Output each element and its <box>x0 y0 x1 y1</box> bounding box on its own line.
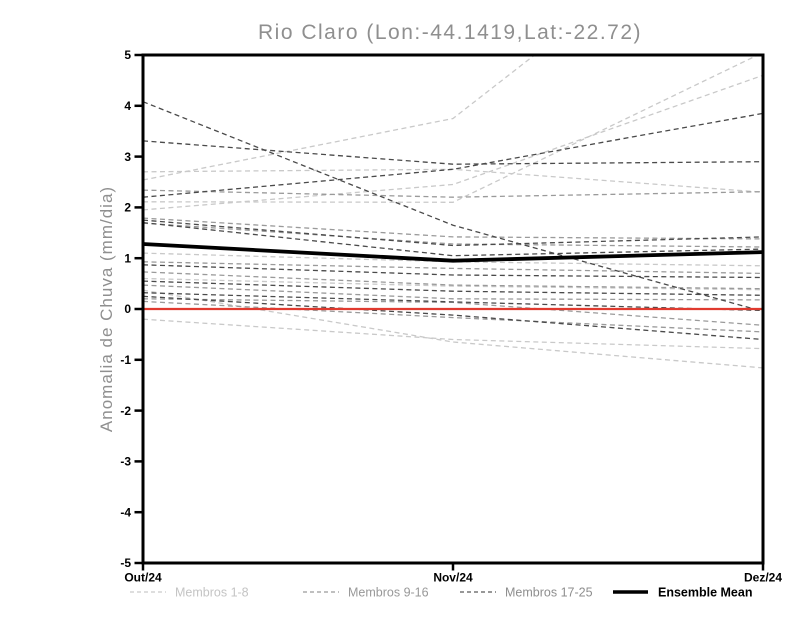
y-tick-label: 5 <box>124 48 131 62</box>
x-tick-label: Nov/24 <box>433 571 473 585</box>
x-tick-label: Out/24 <box>124 571 162 585</box>
member-line <box>142 264 764 279</box>
member-line <box>142 277 764 291</box>
legend-label: Ensemble Mean <box>658 586 752 600</box>
y-tick-label: 3 <box>124 150 131 164</box>
member-line <box>142 101 764 313</box>
member-line <box>142 217 764 240</box>
member-line <box>142 74 764 211</box>
member-line <box>142 280 764 296</box>
y-tick-label: -3 <box>120 455 131 469</box>
member-line <box>142 221 764 257</box>
member-line <box>142 289 764 369</box>
member-line <box>142 292 764 312</box>
y-tick-label: 1 <box>124 251 131 265</box>
member-line <box>142 318 764 350</box>
y-tick-label: 0 <box>124 302 131 316</box>
member-line <box>142 300 764 333</box>
member-line <box>142 189 764 198</box>
ensemble-members-layer <box>142 53 764 369</box>
member-line <box>142 261 764 275</box>
x-tick-label: Dez/24 <box>744 571 782 585</box>
member-line <box>142 271 764 290</box>
member-line <box>142 140 764 165</box>
y-tick-label: -5 <box>120 556 131 570</box>
legend-label: Membros 17-25 <box>505 586 593 600</box>
member-line <box>142 219 764 247</box>
legend-label: Membros 1-8 <box>175 586 249 600</box>
legend-label: Membros 9-16 <box>348 586 429 600</box>
member-line <box>142 112 764 198</box>
y-tick-label: -2 <box>120 404 131 418</box>
member-line <box>142 295 764 341</box>
y-axis-label: Anomalia de Chuva (mm/dia) <box>97 186 116 432</box>
legend: Membros 1-8 Membros 9-16 Membros 17-25 Ense… <box>130 586 752 600</box>
member-line <box>142 284 764 301</box>
y-tick-label: -1 <box>120 353 131 367</box>
y-tick-label: -4 <box>120 505 131 519</box>
y-tick-label: 2 <box>124 201 131 215</box>
y-tick-label: 4 <box>124 99 131 113</box>
reference-lines-layer <box>142 242 764 311</box>
member-line <box>142 298 764 326</box>
member-line <box>142 53 538 181</box>
member-line <box>142 222 764 248</box>
ensemble-mean-line <box>142 242 764 263</box>
chart-title: Rio Claro (Lon:-44.1419,Lat:-22.72) <box>258 21 642 44</box>
member-line <box>142 53 763 203</box>
member-line <box>142 168 764 193</box>
